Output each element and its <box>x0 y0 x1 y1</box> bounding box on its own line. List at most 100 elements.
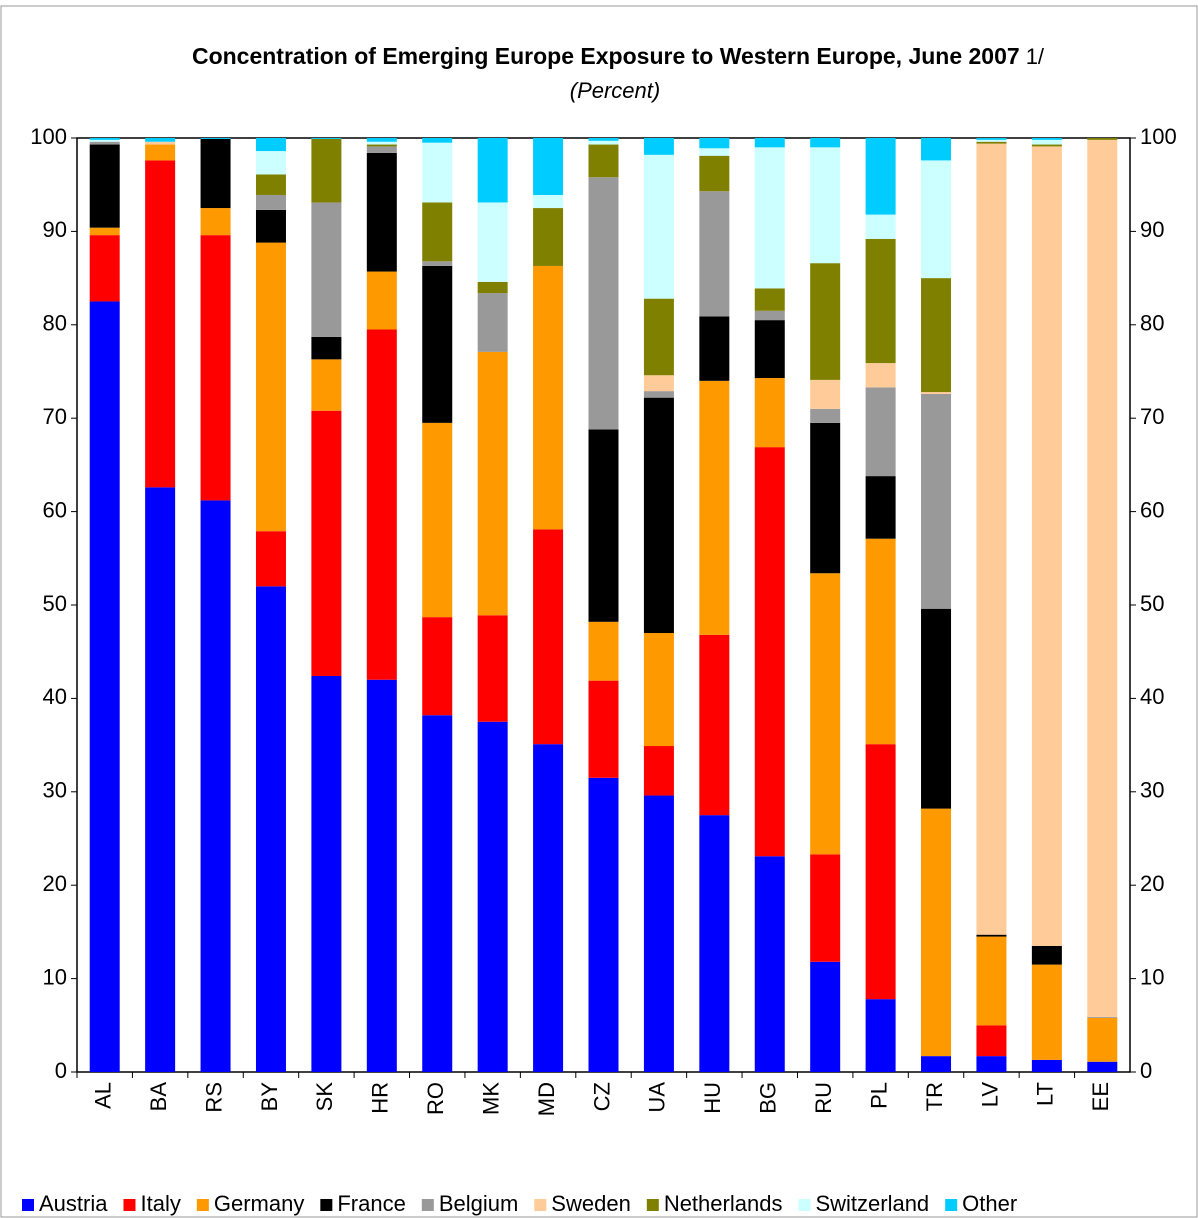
bar-segment <box>699 815 730 1072</box>
y-tick-label: 0 <box>55 1058 67 1083</box>
bar-segment <box>921 392 952 394</box>
bar-segment <box>422 422 453 618</box>
bar-segment <box>921 608 952 809</box>
bar-segment <box>366 679 397 1072</box>
bar-segment <box>810 854 841 962</box>
x-tick-label: HU <box>700 1082 725 1114</box>
y-tick-label: 10 <box>43 964 67 989</box>
bar-segment <box>976 934 1007 937</box>
bar-segment <box>643 138 674 155</box>
x-tick-label: MD <box>534 1082 559 1116</box>
bar-segment <box>754 447 785 857</box>
bar-segment <box>754 320 785 379</box>
bar-segment <box>865 138 896 215</box>
bar-segment <box>865 238 896 364</box>
bar-segment <box>976 138 1007 140</box>
bar-segment <box>810 422 841 574</box>
bar-segment <box>976 141 1007 144</box>
bar-segment <box>754 138 785 148</box>
bar-segment <box>311 138 342 139</box>
bar-segment <box>145 487 176 1072</box>
bar-segment <box>588 138 619 141</box>
bar-segment <box>1031 139 1062 145</box>
bar-segment <box>865 363 896 388</box>
bar-segment <box>533 138 564 195</box>
bar-segment <box>255 174 286 195</box>
bar-segment <box>366 146 397 153</box>
legend-label: Switzerland <box>815 1191 929 1216</box>
y-tick-label: 60 <box>43 497 67 522</box>
bar-segment <box>533 529 564 745</box>
bar-segment <box>588 144 619 178</box>
bar-segment <box>921 808 952 1057</box>
bar-segment <box>810 408 841 423</box>
bar-segment <box>699 316 730 381</box>
bar-segment <box>255 242 286 532</box>
bar-segment <box>699 148 730 156</box>
bar-segment <box>422 261 453 266</box>
bar-segment <box>976 936 1007 1026</box>
bar-segment <box>145 138 176 142</box>
y2-tick-label: 40 <box>1140 684 1164 709</box>
bar-segment <box>865 538 896 745</box>
bar-segment <box>588 621 619 681</box>
bar-segment <box>699 191 730 317</box>
x-tick-label: AL <box>91 1082 116 1109</box>
bar-segment <box>477 138 508 203</box>
bar-segment <box>366 152 397 272</box>
bar-segment <box>89 235 120 302</box>
bar-segment <box>643 391 674 398</box>
bar-segment <box>588 429 619 622</box>
x-tick-label: RS <box>201 1082 226 1113</box>
bar-segment <box>810 263 841 380</box>
bar-segment <box>865 214 896 239</box>
x-tick-label: BA <box>146 1082 171 1112</box>
bar-segment <box>255 151 286 175</box>
bar-segment <box>200 208 231 236</box>
bar-segment <box>422 202 453 262</box>
bar-segment <box>89 138 120 140</box>
legend-label: Sweden <box>551 1191 631 1216</box>
chart-subtitle: (Percent) <box>570 78 660 103</box>
y2-tick-label: 10 <box>1140 964 1164 989</box>
x-tick-label: UA <box>645 1082 670 1113</box>
legend-swatch <box>320 1199 333 1211</box>
y2-tick-label: 20 <box>1140 871 1164 896</box>
legend-label: France <box>337 1191 405 1216</box>
bar-segment <box>477 615 508 722</box>
bar-segment <box>255 586 286 1072</box>
y-tick-label: 20 <box>43 871 67 896</box>
bar-segment <box>921 393 952 609</box>
y2-tick-label: 80 <box>1140 311 1164 336</box>
x-tick-label: TR <box>922 1082 947 1111</box>
bar-segment <box>699 380 730 635</box>
y2-tick-label: 90 <box>1140 217 1164 242</box>
bar-segment <box>976 143 1007 935</box>
bar-segment <box>643 375 674 392</box>
bar-segment <box>921 278 952 393</box>
bar-segment <box>976 139 1007 142</box>
bar-segment <box>145 141 176 145</box>
bar-segment <box>754 378 785 448</box>
x-tick-label: PL <box>866 1082 891 1109</box>
bar-segment <box>1087 1016 1118 1018</box>
y-tick-label: 90 <box>43 217 67 242</box>
bar-segment <box>865 387 896 477</box>
bar-segment <box>643 154 674 299</box>
bar-segment <box>200 138 231 139</box>
legend-swatch <box>123 1199 136 1211</box>
legend-label: Belgium <box>439 1191 518 1216</box>
legend-label: Other <box>962 1191 1017 1216</box>
bar-segment <box>255 194 286 210</box>
bar-segment <box>1031 138 1062 140</box>
bar-segment <box>311 359 342 411</box>
x-tick-label: CZ <box>589 1082 614 1111</box>
x-tick-label: LV <box>977 1082 1002 1108</box>
bar-segment <box>1087 1061 1118 1072</box>
x-tick-label: EE <box>1088 1082 1113 1111</box>
bar-segment <box>477 202 508 282</box>
x-tick-label: MK <box>478 1082 503 1115</box>
y2-tick-label: 60 <box>1140 497 1164 522</box>
legend-swatch <box>421 1199 434 1211</box>
bar-segment <box>754 856 785 1072</box>
